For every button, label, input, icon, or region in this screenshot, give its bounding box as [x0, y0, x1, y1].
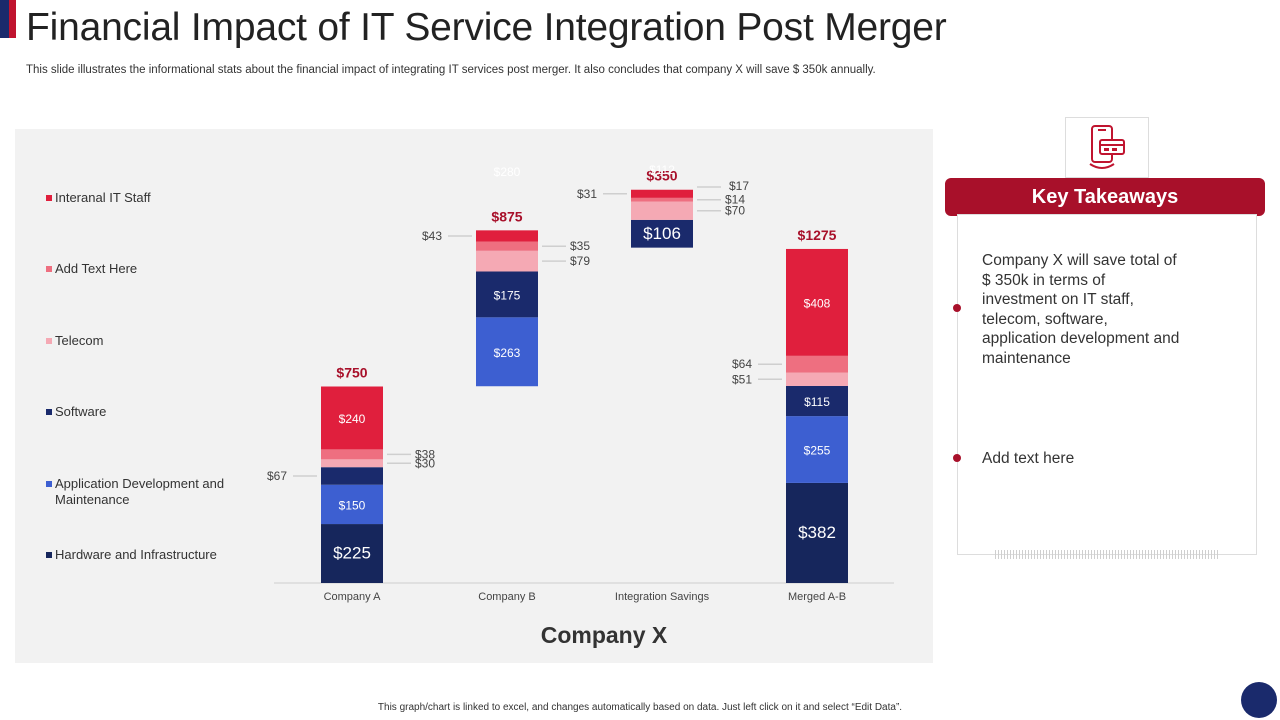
data-label-company-a-application-development-and-maintenance: $150: [339, 498, 366, 512]
data-label-company-a-hardware-and-infrastructure: $225: [333, 544, 371, 563]
legend-label-telecom: Telecom: [55, 333, 103, 348]
data-label-merged-a-b-software: $115: [804, 395, 830, 409]
data-label-company-a-software: $67: [267, 469, 287, 483]
bar-company-b-interanal-it-staff: [476, 230, 538, 242]
data-label-company-b-top: $280: [494, 165, 521, 179]
legend-swatch-interanal-it-staff: [46, 195, 52, 201]
legend-label-application-development-and-maintenance-line2: Maintenance: [55, 492, 129, 507]
data-label-integration-savings-top: $112: [649, 163, 675, 177]
bar-company-a-application-development-and-maintenance: [321, 484, 383, 525]
stacked-bar-chart[interactable]: Interanal IT Staff Add Text Here Telecom So…: [15, 129, 933, 663]
legend-swatch-software: [46, 409, 52, 415]
data-label-company-a-telecom: $30: [415, 456, 435, 470]
legend-label-application-development-and-maintenance: Application Development and: [55, 476, 224, 491]
bar-company-b-telecom: [476, 250, 538, 272]
takeaways-icon-box: [1065, 117, 1149, 178]
page-number-circle: [1241, 682, 1277, 718]
bar-integration-savings-interanal-it-staff: [631, 189, 693, 198]
takeaway-item-1: Company X will save total of $ 350k in t…: [982, 252, 1180, 367]
bar-company-a-hardware-and-infrastructure: [321, 524, 383, 583]
legend-label-add-text-here: Add Text Here: [55, 261, 137, 276]
x-tick-company-a: Company A: [324, 591, 382, 603]
data-label-integration-savings-telecom: $70: [725, 204, 745, 218]
total-label-merged-a-b: $1275: [798, 227, 837, 243]
legend-swatch-application-development-and-maintenance: [46, 481, 52, 487]
key-takeaways-box: [957, 214, 1257, 555]
bar-company-a-telecom: [321, 459, 383, 468]
legend-swatch-telecom: [46, 338, 52, 344]
bar-company-b-add-text-here: [476, 241, 538, 251]
takeaway-item-2: Add text here: [982, 450, 1075, 467]
bar-company-b-application-development-and-maintenance: [476, 317, 538, 387]
bar-integration-savings-software: [631, 219, 693, 248]
bar-integration-savings-add-text-here: [631, 197, 693, 202]
x-tick-merged-a-b: Merged A-B: [788, 591, 846, 603]
bar-merged-a-b-add-text-here: [786, 355, 848, 373]
bar-merged-a-b-telecom: [786, 372, 848, 386]
total-label-company-a: $750: [336, 365, 367, 381]
data-label-merged-a-b-application-development-and-maintenance: $255: [804, 444, 831, 458]
takeaway-bullet: [953, 454, 961, 462]
bar-company-b-software: [476, 271, 538, 318]
bar-company-a-software: [321, 467, 383, 485]
bar-merged-a-b-software: [786, 385, 848, 417]
accent-bar-navy: [0, 0, 9, 38]
bar-company-a-add-text-here: [321, 449, 383, 460]
bar-company-a-interanal-it-staff: [321, 386, 383, 450]
data-label-merged-a-b-add-text-here: $64: [732, 357, 752, 371]
total-label-integration-savings: $350: [646, 168, 677, 184]
data-label-integration-savings-17: $17: [729, 179, 749, 193]
data-label-merged-a-b-hardware-and-infrastructure: $382: [798, 523, 836, 542]
hatch-decoration: [995, 550, 1219, 559]
key-takeaways-header: Key Takeaways: [945, 178, 1265, 216]
data-label-company-b-telecom: $79: [570, 254, 590, 268]
legend-label-hardware-and-infrastructure: Hardware and Infrastructure: [55, 547, 217, 562]
bar-merged-a-b-hardware-and-infrastructure: [786, 482, 848, 583]
bar-integration-savings-telecom: [631, 201, 693, 220]
takeaway-bullet: [953, 304, 961, 312]
legend-label-interanal-it-staff: Interanal IT Staff: [55, 190, 151, 205]
data-label-company-b-add-text-here: $35: [570, 239, 590, 253]
data-label-merged-a-b-telecom: $51: [732, 372, 752, 386]
data-label-integration-savings-software: $106: [643, 224, 681, 243]
accent-bar: [0, 0, 16, 38]
data-label-company-b-software: $175: [494, 288, 521, 302]
legend-label-software: Software: [55, 404, 106, 419]
data-label-integration-savings-add-text-here: $14: [725, 193, 745, 207]
mobile-payment-icon: [1089, 125, 1125, 169]
page-title: Financial Impact of IT Service Integrati…: [26, 6, 947, 49]
footer-note: This graph/chart is linked to excel, and…: [377, 702, 903, 713]
x-tick-integration-savings: Integration Savings: [615, 591, 710, 603]
data-label-integration-savings-interanal-it-staff: $31: [577, 187, 597, 201]
legend-swatch-add-text-here: [46, 266, 52, 272]
bar-merged-a-b-interanal-it-staff: [786, 248, 848, 356]
x-axis-title: Company X: [541, 622, 668, 648]
data-label-company-b-interanal-it-staff: $43: [422, 229, 442, 243]
bar-merged-a-b-application-development-and-maintenance: [786, 416, 848, 483]
data-label-company-b-application-development-and-maintenance: $263: [494, 346, 521, 360]
data-label-merged-a-b-interanal-it-staff: $408: [804, 296, 831, 310]
legend-swatch-hardware-and-infrastructure: [46, 552, 52, 558]
page-subtitle: This slide illustrates the informational…: [26, 64, 876, 76]
total-label-company-b: $875: [491, 208, 522, 224]
data-label-company-a-interanal-it-staff: $240: [339, 412, 366, 426]
chart-panel[interactable]: Interanal IT Staff Add Text Here Telecom So…: [15, 129, 933, 663]
data-label-company-a-add-text-here: $38: [415, 447, 435, 461]
x-tick-company-b: Company B: [478, 591, 535, 603]
accent-bar-red: [9, 0, 16, 38]
